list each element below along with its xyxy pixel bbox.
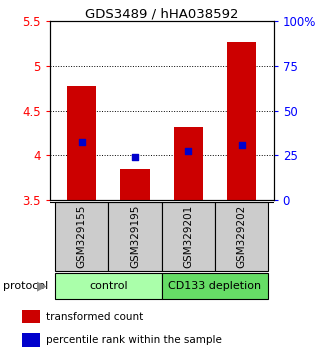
Text: GSM329155: GSM329155	[76, 205, 87, 268]
Bar	[67, 86, 96, 200]
Title: GDS3489 / hHA038592: GDS3489 / hHA038592	[85, 7, 238, 20]
Text: GSM329195: GSM329195	[130, 205, 140, 268]
Text: control: control	[89, 281, 128, 291]
Text: GSM329201: GSM329201	[183, 205, 193, 268]
Point	[132, 154, 138, 160]
Bar	[22, 310, 40, 324]
Bar	[55, 273, 162, 299]
Bar	[162, 273, 268, 299]
Text: ▶: ▶	[37, 279, 46, 292]
Point	[186, 148, 191, 154]
Text: GSM329202: GSM329202	[236, 205, 247, 268]
Point	[79, 139, 84, 145]
Text: protocol: protocol	[3, 281, 48, 291]
Bar	[108, 202, 162, 271]
Bar	[162, 202, 215, 271]
Point	[239, 142, 244, 147]
Bar	[215, 202, 268, 271]
Bar	[22, 333, 40, 347]
Text: CD133 depletion: CD133 depletion	[168, 281, 261, 291]
Bar	[174, 127, 203, 200]
Bar	[120, 169, 150, 200]
Bar	[55, 202, 108, 271]
Bar	[227, 42, 256, 200]
Text: percentile rank within the sample: percentile rank within the sample	[46, 335, 222, 346]
Text: transformed count: transformed count	[46, 312, 144, 321]
